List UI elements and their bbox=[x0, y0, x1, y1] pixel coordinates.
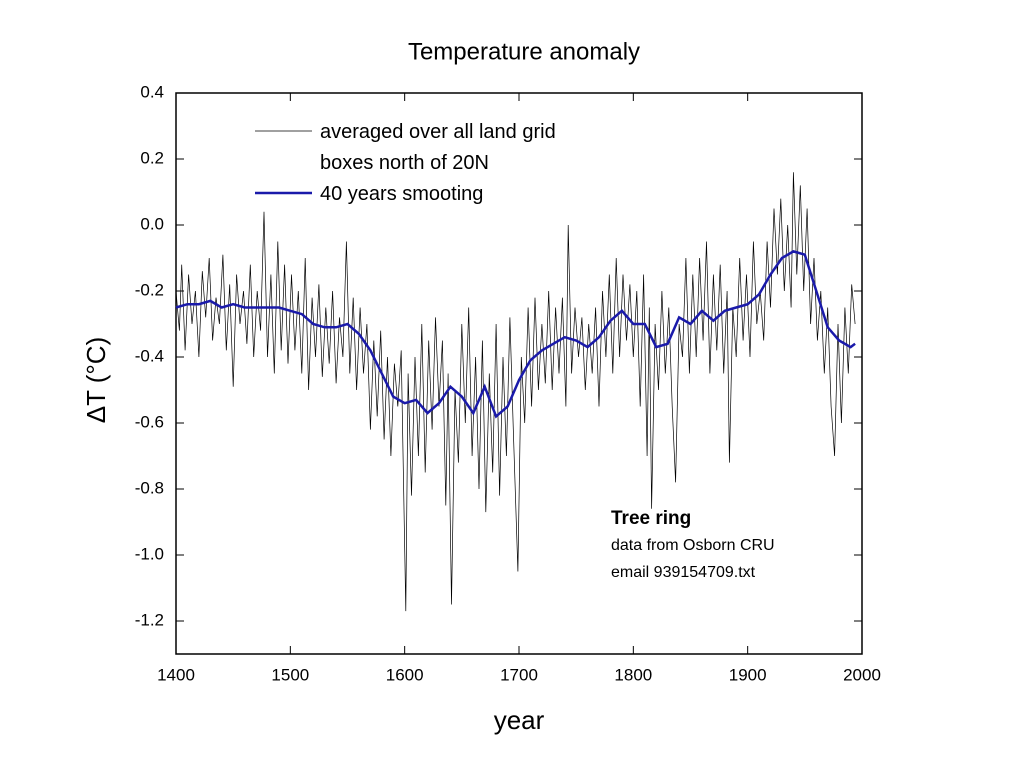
y-tick-label: -1.2 bbox=[135, 610, 164, 629]
annotation: email 939154709.txt bbox=[611, 564, 756, 581]
x-tick-label: 1500 bbox=[271, 665, 309, 684]
legend-entry: 40 years smooting bbox=[320, 183, 484, 205]
y-tick-label: -0.8 bbox=[135, 478, 164, 497]
series-line bbox=[175, 250, 856, 419]
y-tick-label: -0.6 bbox=[135, 412, 164, 431]
annotation: data from Osborn CRU bbox=[611, 537, 775, 554]
y-tick-label: 0.0 bbox=[140, 214, 164, 233]
y-tick-label: -0.2 bbox=[135, 280, 164, 299]
legend-entry: averaged over all land grid boxes north … bbox=[320, 121, 556, 174]
annotation: Tree ring bbox=[611, 508, 692, 529]
y-tick-label: 0.2 bbox=[140, 148, 164, 167]
series-line bbox=[175, 172, 856, 612]
y-tick-label: 0.4 bbox=[140, 82, 164, 101]
x-tick-label: 1800 bbox=[614, 665, 652, 684]
x-axis-label: year bbox=[494, 705, 545, 735]
x-tick-label: 1600 bbox=[386, 665, 424, 684]
y-tick-label: -0.4 bbox=[135, 346, 164, 365]
x-tick-label: 1700 bbox=[500, 665, 538, 684]
x-tick-label: 1400 bbox=[157, 665, 195, 684]
y-axis-label: ΔT (°C) bbox=[81, 337, 111, 424]
x-tick-label: 1900 bbox=[729, 665, 767, 684]
y-tick-label: -1.0 bbox=[135, 544, 164, 563]
chart-title: Temperature anomaly bbox=[408, 38, 640, 65]
x-tick-label: 2000 bbox=[843, 665, 881, 684]
